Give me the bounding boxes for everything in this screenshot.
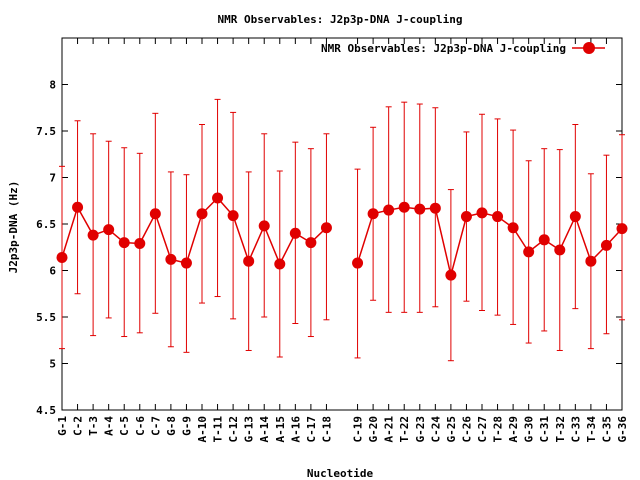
x-tick-label: T-28 [492,416,505,443]
y-tick-label: 8 [49,79,56,92]
x-tick-label: G-13 [243,416,256,443]
data-point [227,210,239,222]
x-tick-label: A-21 [383,416,396,443]
x-tick-label: G-8 [165,416,178,436]
x-tick-label: C-33 [569,416,582,443]
series-line [356,206,623,276]
data-point [476,207,488,219]
data-point [429,202,441,214]
x-tick-label: A-29 [507,416,520,443]
data-point [165,253,177,265]
y-tick-label: 6 [49,265,56,278]
data-point [492,211,504,223]
x-tick-label: A-15 [274,416,287,443]
x-tick-label: T-34 [585,416,598,443]
x-tick-label: C-31 [538,416,551,443]
data-point [243,255,255,267]
axis-ticks: 4.5 5 5.5 6 6.5 7 7.5 8 G-1 C-2 T-3 A-4 C-5 C-6 C-7 G-8… [36,38,629,443]
x-tick-label: G-25 [445,416,458,443]
x-tick-label: G-36 [616,416,629,443]
x-tick-label: G-30 [523,416,536,443]
data-point [585,255,597,267]
data-point [320,222,332,234]
x-tick-label: C-2 [72,416,85,436]
x-tick-label: C-17 [305,416,318,443]
y-tick-label: 5.5 [36,311,56,324]
data-point [258,220,270,232]
x-tick-label: C-19 [352,416,365,443]
x-tick-label: C-18 [320,416,333,443]
y-tick-label: 7 [49,172,56,185]
series-points [56,192,628,281]
data-point [212,192,224,204]
data-point [616,223,628,235]
data-point [398,201,410,213]
data-point [367,208,379,220]
y-axis-label: J2p3p-DNA (Hz) [7,181,20,274]
y-tick-label: 4.5 [36,404,56,417]
y-tick-label: 7.5 [36,125,56,138]
x-tick-label: G-23 [414,416,427,443]
data-point [600,239,612,251]
x-tick-label: T-22 [398,416,411,443]
x-tick-label: G-9 [180,416,193,436]
data-point [538,234,550,246]
legend-marker [583,42,595,54]
data-point [274,258,286,270]
data-point [56,251,68,263]
data-point [352,257,364,269]
x-tick-label: T-3 [87,416,100,436]
data-point [118,237,130,249]
data-point [445,269,457,281]
x-tick-label: G-1 [56,416,69,436]
data-point [523,246,535,258]
data-point [305,237,317,249]
y-tick-label: 5 [49,358,56,371]
data-point [149,208,161,220]
x-axis-label: Nucleotide [307,467,374,480]
x-tick-label: T-11 [212,416,225,443]
error-bars [59,98,625,362]
x-tick-label: A-10 [196,416,209,443]
data-point [196,208,208,220]
x-tick-label: C-26 [460,416,473,443]
data-point [103,224,115,236]
data-point [507,222,519,234]
plot-frame [61,37,623,411]
series-line [61,196,327,266]
y-tick-label: 6.5 [36,218,56,231]
x-tick-label: C-24 [429,416,442,443]
data-point [569,211,581,223]
series-lines [61,196,623,276]
legend-label: NMR Observables: J2p3p-DNA J-coupling [321,42,566,55]
x-tick-label: A-16 [289,416,302,443]
data-point [289,227,301,239]
x-tick-label: C-7 [149,416,162,436]
x-tick-label: A-14 [258,416,271,443]
data-point [134,238,146,250]
data-point [460,211,472,223]
data-point [414,203,426,215]
x-tick-label: G-20 [367,416,380,443]
data-point [180,257,192,269]
x-tick-label: C-35 [600,416,613,443]
x-tick-label: A-4 [103,416,116,436]
chart-title: NMR Observables: J2p3p-DNA J-coupling [217,13,462,26]
x-tick-label: C-27 [476,416,489,443]
x-tick-label: T-32 [554,416,567,443]
x-tick-label: C-12 [227,416,240,443]
x-tick-label: C-6 [134,416,147,436]
data-point [87,229,99,241]
data-point [72,201,84,213]
data-point [383,204,395,216]
legend: NMR Observables: J2p3p-DNA J-coupling [321,42,605,55]
data-point [554,244,566,256]
x-tick-label: C-5 [118,416,131,436]
